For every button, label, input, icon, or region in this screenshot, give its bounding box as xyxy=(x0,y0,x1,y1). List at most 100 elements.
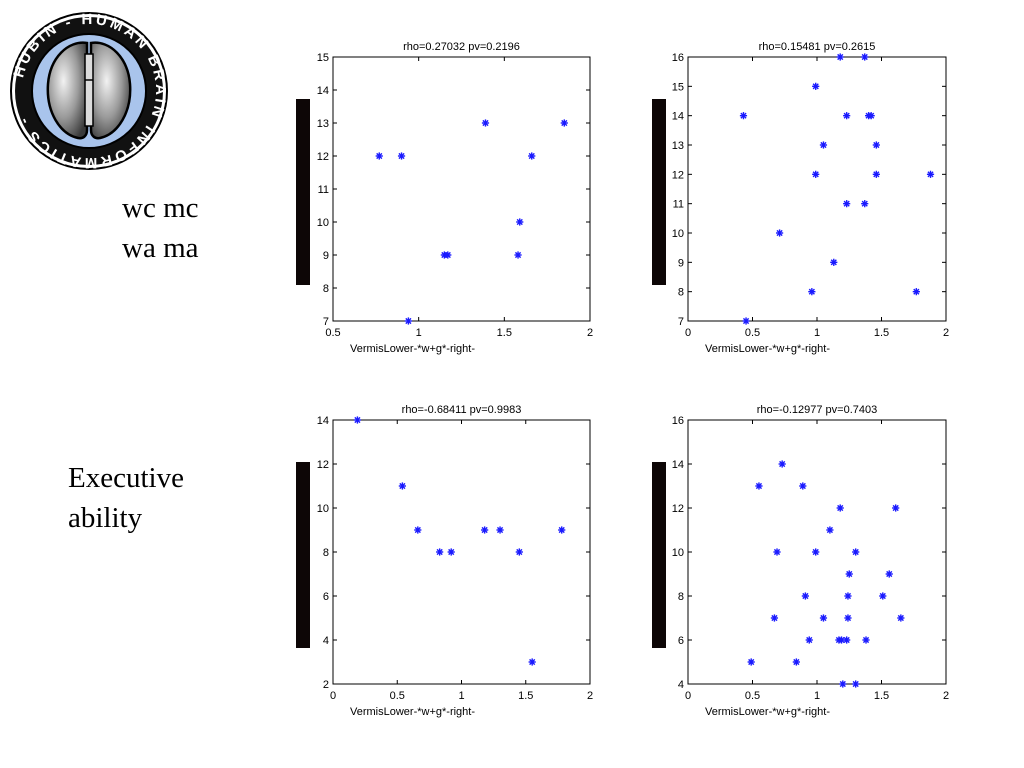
chart-3-point xyxy=(414,526,422,534)
chart-1-ytick-label: 8 xyxy=(323,283,329,295)
row-label-2-line-2: ability xyxy=(68,502,143,534)
chart-2-point xyxy=(926,170,935,178)
chart-3-point xyxy=(481,526,489,534)
chart-1-ytick-label: 11 xyxy=(318,184,329,196)
chart-1: 0.5 1 1.5 2 7 8 9 10 11 12 13 14 15 rho=0.27032 pv=0.… xyxy=(317,41,593,355)
chart-3-point xyxy=(447,548,455,556)
chart-4-point xyxy=(801,592,809,600)
chart-2-point xyxy=(843,112,851,120)
chart-4-point xyxy=(836,504,844,512)
chart-4-point xyxy=(805,636,813,644)
chart-1-point xyxy=(516,218,524,226)
chart-3-xtick-label: 1 xyxy=(458,690,464,702)
chart-4-ytick-label: 6 xyxy=(678,635,684,647)
chart-2-point xyxy=(843,200,851,208)
chart-4-point xyxy=(852,680,860,688)
chart-2-point xyxy=(812,82,820,90)
chart-4-xtick-label: 0.5 xyxy=(745,690,760,702)
chart-4-ytick-label: 10 xyxy=(672,547,684,559)
chart-3-ytick-label: 12 xyxy=(317,459,329,471)
chart-3-ytick-label: 4 xyxy=(323,635,329,647)
chart-3-point xyxy=(353,416,362,424)
chart-3-ytick-label: 6 xyxy=(323,591,329,603)
chart-3-point xyxy=(528,658,536,666)
row-label-2: Executive ability xyxy=(68,458,184,538)
chart-4-ytick-label: 14 xyxy=(672,459,684,471)
black-bar-top-right xyxy=(652,99,666,285)
chart-2-ytick-label: 9 xyxy=(678,257,684,269)
chart-1-ytick-label: 9 xyxy=(323,250,329,262)
chart-4-point xyxy=(778,460,786,468)
chart-2-point xyxy=(739,112,748,120)
chart-4-point xyxy=(839,680,847,688)
chart-2-ytick-label: 12 xyxy=(672,169,684,181)
chart-4-point xyxy=(897,614,905,622)
chart-4-ytick-label: 16 xyxy=(672,415,684,427)
chart-1-ytick-label: 14 xyxy=(317,85,329,97)
chart-2-ytick-label: 7 xyxy=(678,316,684,328)
chart-4-point xyxy=(879,592,887,600)
chart-4-point xyxy=(812,548,820,556)
chart-3-point xyxy=(558,526,566,534)
chart-1-point xyxy=(528,152,536,160)
chart-4-xtick-label: 2 xyxy=(943,690,949,702)
chart-2-ytick-label: 8 xyxy=(678,287,684,299)
chart-1-point xyxy=(404,317,412,325)
chart-4: 0 0.5 1 1.5 2 4 6 8 10 12 14 16 rho=-0.12977 pv=0.74… xyxy=(672,404,949,718)
chart-1-point xyxy=(397,152,406,160)
chart-4-point xyxy=(844,592,852,600)
chart-2-point xyxy=(872,170,880,178)
black-bar-bottom-left xyxy=(296,462,310,648)
black-bar-bottom-right xyxy=(652,462,666,648)
chart-2-point xyxy=(861,200,869,208)
chart-4-ytick-label: 4 xyxy=(678,679,684,691)
chart-1-xlabel: VermisLower-*w+g*-right- xyxy=(350,343,475,355)
chart-3-xtick-label: 0.5 xyxy=(390,690,405,702)
chart-2-xtick-label: 1 xyxy=(814,327,820,339)
chart-2-point xyxy=(836,53,844,61)
chart-2-point xyxy=(808,288,816,296)
chart-4-point xyxy=(843,636,851,644)
chart-3-ytick-label: 2 xyxy=(323,679,329,691)
chart-2-ytick-label: 11 xyxy=(673,199,684,211)
chart-1-ytick-label: 15 xyxy=(317,52,329,64)
chart-3-ytick-label: 8 xyxy=(323,547,329,559)
chart-2-point xyxy=(912,288,920,296)
chart-1-point xyxy=(514,251,522,259)
chart-1-point xyxy=(560,119,568,127)
chart-3-ytick-label: 14 xyxy=(317,415,329,427)
chart-2-ytick-label: 10 xyxy=(672,228,684,240)
chart-2-point xyxy=(812,170,820,178)
chart-2-xtick-label: 0.5 xyxy=(745,327,760,339)
chart-3-frame xyxy=(332,419,591,685)
chart-3-point xyxy=(496,526,504,534)
chart-1-point xyxy=(444,251,452,259)
chart-3-xtick-label: 0 xyxy=(330,690,336,702)
chart-1-title: rho=0.27032 pv=0.2196 xyxy=(403,41,520,53)
chart-2-point xyxy=(867,112,875,120)
chart-4-ytick-label: 12 xyxy=(672,503,684,515)
chart-1-point xyxy=(375,152,383,160)
chart-1-xtick-label: 2 xyxy=(587,327,593,339)
chart-4-point xyxy=(885,570,893,578)
chart-2-point xyxy=(742,317,750,325)
chart-4-point xyxy=(799,482,807,490)
chart-4-point xyxy=(792,658,800,666)
chart-3: 0 0.5 1 1.5 2 2 4 6 8 10 12 14 rho=-0.68411 pv=0.998… xyxy=(317,404,593,718)
chart-4-title: rho=-0.12977 pv=0.7403 xyxy=(757,404,878,416)
chart-4-ytick-label: 8 xyxy=(678,591,684,603)
row-label-1-line-2: wa ma xyxy=(122,232,199,264)
chart-3-xtick-label: 1.5 xyxy=(518,690,533,702)
chart-2-ytick-label: 15 xyxy=(672,81,684,93)
chart-3-title: rho=-0.68411 pv=0.9983 xyxy=(402,404,522,416)
chart-1-ytick-label: 7 xyxy=(323,316,329,328)
chart-1-ytick-label: 10 xyxy=(317,217,329,229)
chart-1-point xyxy=(481,119,490,127)
chart-2-point xyxy=(775,229,784,237)
chart-2-point xyxy=(819,141,828,149)
chart-2-xlabel: VermisLower-*w+g*-right- xyxy=(705,343,830,355)
chart-2-ytick-label: 14 xyxy=(672,111,684,123)
chart-4-point xyxy=(844,614,852,622)
chart-4-point xyxy=(826,526,834,534)
